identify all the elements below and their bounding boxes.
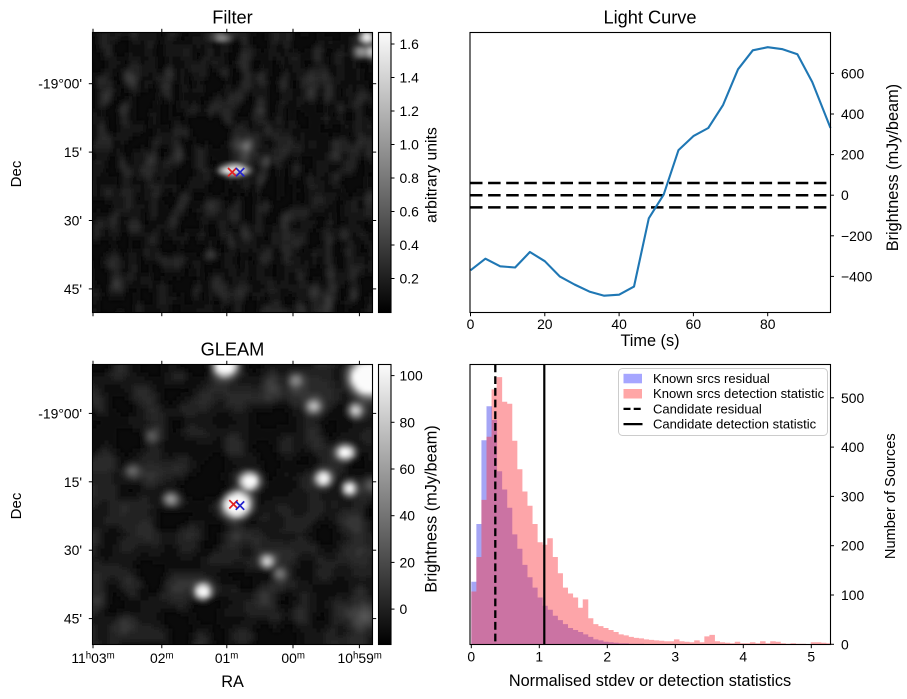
svg-text:45': 45' — [64, 281, 82, 297]
svg-text:Number of Sources: Number of Sources — [883, 433, 899, 559]
svg-text:40: 40 — [400, 508, 416, 524]
svg-text:80: 80 — [400, 414, 416, 430]
svg-text:RA: RA — [221, 673, 244, 691]
svg-text:0.4: 0.4 — [400, 237, 420, 253]
svg-text:30': 30' — [64, 542, 82, 558]
svg-text:−400: −400 — [841, 268, 873, 284]
svg-text:Candidate residual: Candidate residual — [653, 401, 762, 416]
svg-text:Known srcs residual: Known srcs residual — [653, 371, 770, 386]
svg-text:−200: −200 — [841, 228, 873, 244]
svg-text:Normalised stdev or detection: Normalised stdev or detection statistics — [509, 672, 791, 690]
svg-text:15': 15' — [64, 144, 82, 160]
svg-text:100: 100 — [400, 368, 423, 384]
svg-text:Dec: Dec — [8, 160, 25, 187]
svg-text:Brightness (mJy/beam): Brightness (mJy/beam) — [423, 425, 441, 592]
svg-text:Dec: Dec — [8, 492, 25, 519]
svg-text:0: 0 — [467, 316, 475, 332]
svg-text:0: 0 — [841, 636, 849, 652]
svg-text:20: 20 — [537, 316, 553, 332]
svg-text:arbitrary units: arbitrary units — [424, 127, 441, 223]
svg-text:Light Curve: Light Curve — [603, 8, 696, 28]
svg-text:0: 0 — [841, 187, 849, 203]
svg-text:-19°00': -19°00' — [38, 76, 82, 92]
svg-text:300: 300 — [841, 488, 864, 504]
svg-text:100: 100 — [841, 587, 864, 603]
svg-text:10h59m: 10h59m — [338, 650, 382, 666]
svg-text:-19°00': -19°00' — [38, 405, 82, 421]
svg-text:45': 45' — [64, 611, 82, 627]
svg-text:1.6: 1.6 — [400, 36, 420, 52]
svg-text:0: 0 — [400, 601, 408, 617]
svg-text:4: 4 — [739, 649, 747, 665]
svg-text:GLEAM: GLEAM — [201, 340, 265, 360]
svg-text:1.2: 1.2 — [400, 103, 420, 119]
svg-text:200: 200 — [841, 147, 864, 163]
svg-text:400: 400 — [841, 439, 864, 455]
svg-text:Filter: Filter — [212, 8, 252, 28]
svg-text:3: 3 — [671, 649, 679, 665]
svg-text:60: 60 — [400, 461, 416, 477]
svg-text:0.6: 0.6 — [400, 204, 420, 220]
svg-text:30': 30' — [64, 213, 82, 229]
svg-text:200: 200 — [841, 538, 864, 554]
svg-text:0.8: 0.8 — [400, 170, 420, 186]
svg-text:15': 15' — [64, 474, 82, 490]
svg-text:40: 40 — [611, 316, 627, 332]
svg-text:5: 5 — [807, 649, 815, 665]
svg-text:0.2: 0.2 — [400, 271, 420, 287]
svg-text:2: 2 — [603, 649, 611, 665]
svg-text:Time (s): Time (s) — [620, 332, 679, 350]
svg-text:Known srcs detection statistic: Known srcs detection statistic — [653, 386, 825, 401]
svg-text:400: 400 — [841, 106, 864, 122]
svg-text:0: 0 — [467, 649, 475, 665]
svg-text:1.0: 1.0 — [400, 137, 420, 153]
svg-text:1: 1 — [535, 649, 543, 665]
svg-text:Candidate detection statistic: Candidate detection statistic — [653, 417, 817, 432]
svg-text:20: 20 — [400, 554, 416, 570]
svg-text:11h03m: 11h03m — [71, 650, 114, 666]
svg-text:Brightness (mJy/beam): Brightness (mJy/beam) — [884, 84, 902, 251]
svg-text:500: 500 — [841, 390, 864, 406]
svg-text:80: 80 — [760, 316, 776, 332]
svg-text:1.4: 1.4 — [400, 70, 420, 86]
svg-text:60: 60 — [686, 316, 702, 332]
svg-text:600: 600 — [841, 65, 864, 81]
